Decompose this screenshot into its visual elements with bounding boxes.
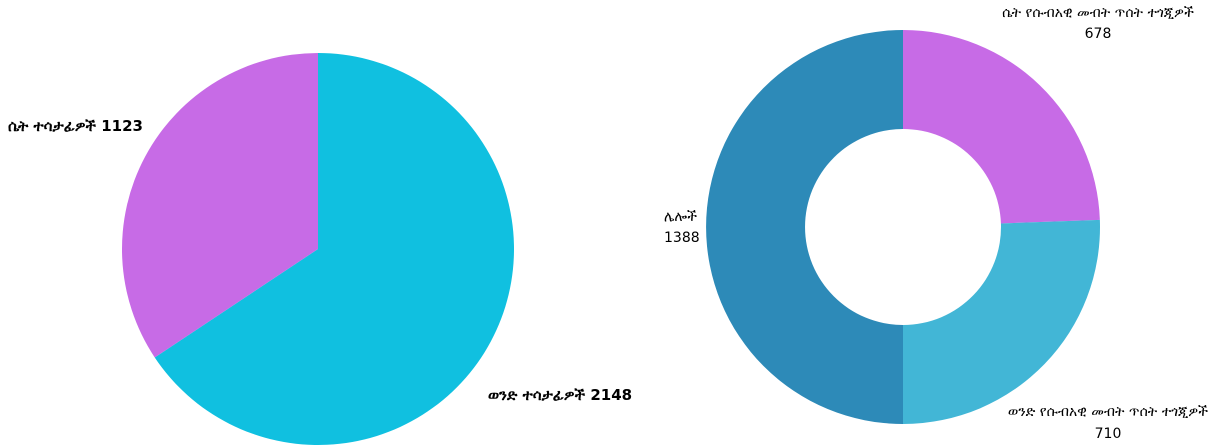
donut-slice-1: [903, 219, 1101, 424]
donut-slice-2: [706, 30, 903, 424]
donut-slice-0: [903, 30, 1100, 224]
pie1-slice-0: [154, 53, 514, 445]
donut-label-male-value: 710: [1095, 426, 1122, 442]
pie1-label-male: ወንድ ተሳታፊዎች 2148: [488, 386, 632, 405]
donut-label-others-name: ሌሎች: [664, 209, 697, 225]
victims-donut-chart: [706, 30, 1101, 424]
donut-label-male-name: ወንድ የሱብአዊ መብት ጥሰት ተጎጂዎች: [1008, 404, 1208, 420]
donut-label-others-value: 1388: [664, 230, 700, 246]
pie1-slice-1: [122, 53, 318, 358]
donut-label-female-name: ሴት የሱብአዊ መብት ጥሰት ተጎጂዎች: [1002, 5, 1194, 21]
participants-pie-chart: [122, 53, 514, 445]
donut-label-female-value: 678: [1085, 26, 1112, 42]
pie1-label-female: ሴት ተሳታፊዎች 1123: [8, 117, 143, 136]
